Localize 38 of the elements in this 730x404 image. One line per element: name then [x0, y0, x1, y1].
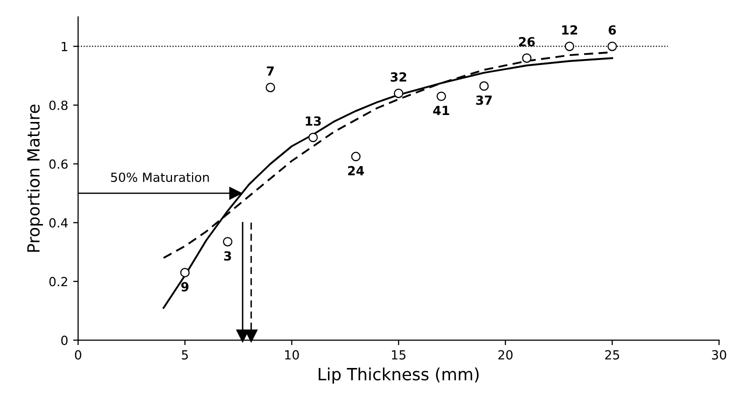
point	[351, 152, 361, 162]
x-tick-label: 30	[712, 350, 726, 360]
point	[436, 92, 446, 102]
annotation: 7	[266, 66, 274, 76]
point	[180, 268, 190, 278]
point	[608, 42, 617, 52]
x-tick-label: 20	[498, 350, 513, 360]
y-tick-label: 0	[61, 336, 68, 346]
annotation: 3	[224, 251, 232, 261]
x-tick-label: 15	[392, 350, 406, 360]
y-axis-title: Proportion Mature	[26, 104, 43, 252]
annotation: 12	[562, 25, 578, 35]
point	[308, 132, 318, 142]
annotation: 9	[181, 282, 188, 292]
point	[222, 237, 232, 246]
point	[266, 82, 276, 92]
point	[479, 81, 489, 91]
y-tick-label: 0.6	[49, 159, 68, 169]
x-tick-label: 0	[74, 350, 82, 360]
annotation: 26	[519, 36, 535, 46]
y-tick-label: 0.8	[49, 100, 68, 110]
x-tick-label: 25	[605, 350, 620, 360]
x-tick-label: 10	[285, 350, 299, 360]
point	[564, 42, 574, 52]
annotation: 41	[433, 106, 450, 116]
x-tick-label: 5	[182, 350, 188, 360]
annotation: 13	[306, 116, 321, 126]
annotation: 37	[476, 95, 492, 105]
point	[394, 88, 404, 98]
annotation: 32	[390, 72, 406, 82]
y-tick-label: 1	[62, 42, 68, 52]
point	[522, 53, 532, 63]
annotation: 6	[608, 25, 616, 35]
x-axis-title: Lip Thickness (mm)	[318, 368, 479, 384]
y-tick-label: 0.2	[49, 276, 68, 286]
annotation: 24	[348, 166, 364, 176]
ref-line-label: 50% Maturation	[111, 172, 209, 182]
y-tick-label: 0.4	[49, 218, 68, 228]
